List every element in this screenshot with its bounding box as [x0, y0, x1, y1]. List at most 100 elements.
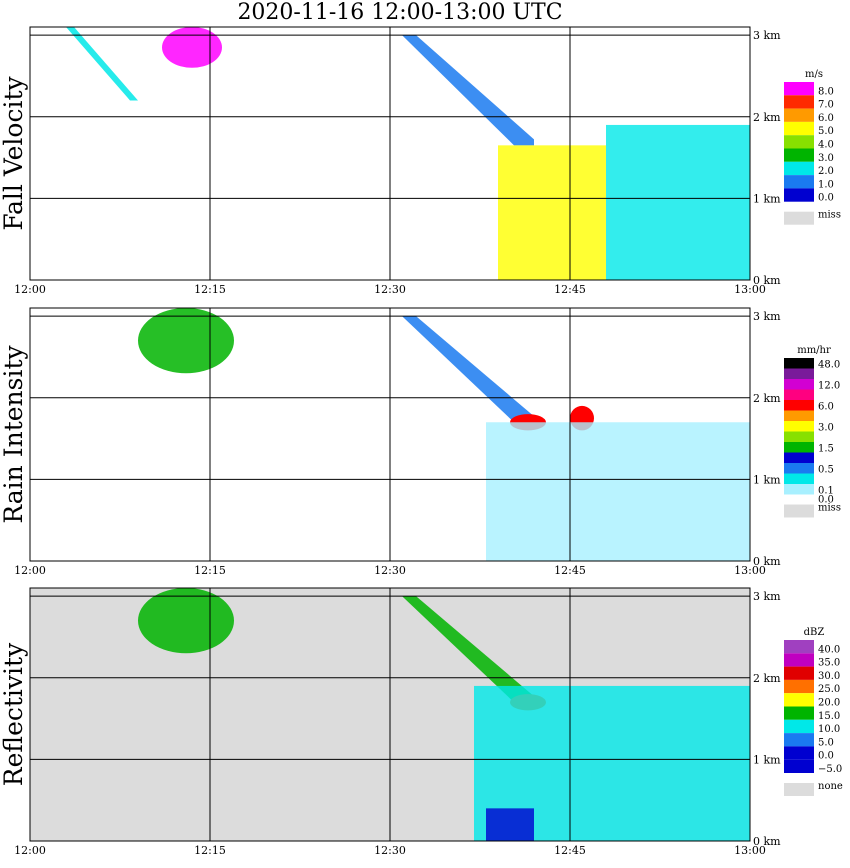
- y-tick-label: 2 km: [753, 672, 781, 685]
- echo-1: [66, 27, 138, 101]
- legend-missing-label: miss: [818, 210, 841, 221]
- legend-level-label: 1.0: [818, 179, 834, 190]
- panel-2: 0 km 1 km 2 km 3 km 12:00 12:15 12:30 12:45 13:0…: [0, 307, 841, 577]
- x-tick-label: 12:45: [554, 564, 586, 577]
- x-tick-label: 13:00: [734, 283, 766, 296]
- legend-swatch: [784, 431, 814, 442]
- legend-level-label: 0.5: [818, 465, 834, 476]
- colorbar-legend: m/s 8.0 7.0 6.0 5.0 4.0 3.0 2.0 1.0 0.0 miss: [784, 69, 841, 225]
- legend-level-label: 35.0: [818, 658, 840, 669]
- legend-swatch: [784, 421, 814, 432]
- legend-swatch: [784, 358, 814, 369]
- legend-swatch: [784, 759, 814, 773]
- panel-1: 0 km 1 km 2 km 3 km 12:00 12:15 12:30 12:45 13:0…: [0, 26, 841, 296]
- legend-level-label: 8.0: [818, 86, 834, 97]
- x-tick-label: 12:15: [194, 283, 226, 296]
- y-tick-label: 2 km: [753, 111, 781, 124]
- echo-2: [162, 27, 222, 68]
- legend-swatch: [784, 653, 814, 667]
- legend-level-label: 6.0: [818, 113, 834, 124]
- legend-swatch: [784, 175, 814, 189]
- y-tick-label: 1 km: [753, 192, 781, 205]
- x-tick-label: 12:45: [554, 844, 586, 857]
- y-tick-label: 1 km: [753, 473, 781, 486]
- legend-swatch: [784, 148, 814, 162]
- legend-swatch: [784, 733, 814, 747]
- legend-swatch: [784, 473, 814, 484]
- legend-level-label: 3.0: [818, 423, 834, 434]
- x-tick-label: 13:00: [734, 564, 766, 577]
- echo-2: [402, 316, 534, 423]
- legend-swatch: [784, 640, 814, 654]
- legend-level-label: 12.0: [818, 381, 840, 392]
- legend-swatch: [784, 188, 814, 202]
- x-tick-label: 12:00: [14, 283, 46, 296]
- echo-1: [138, 308, 234, 374]
- legend-swatch: [784, 693, 814, 707]
- legend-level-label: 3.0: [818, 153, 834, 164]
- echo-5: [606, 124, 750, 280]
- legend-level-label: −5.0: [818, 764, 842, 775]
- legend-swatch: [784, 379, 814, 390]
- legend-swatch: [784, 666, 814, 680]
- legend-level-label: 7.0: [818, 100, 834, 111]
- legend-level-label: 1.5: [818, 444, 834, 455]
- legend-missing-swatch: [784, 211, 814, 225]
- legend-swatch: [784, 121, 814, 136]
- legend-level-label: 6.0: [818, 402, 834, 413]
- y-tick-label: 0 km: [753, 274, 781, 287]
- legend-swatch: [784, 161, 814, 176]
- echo-1: [138, 588, 234, 654]
- y-tick-label: 0 km: [753, 555, 781, 568]
- legend-missing-swatch: [784, 783, 814, 796]
- chart-title: 2020-11-16 12:00-13:00 UTC: [237, 0, 563, 25]
- legend-level-label: 5.0: [818, 126, 834, 137]
- legend-swatch: [784, 368, 814, 379]
- legend-swatch: [784, 442, 814, 453]
- legend-level-label: 40.0: [818, 644, 840, 655]
- panel-ylabel: Rain Intensity: [0, 344, 28, 523]
- legend-level-label: 48.0: [818, 360, 840, 371]
- x-tick-label: 12:00: [14, 844, 46, 857]
- legend-missing-label: none: [818, 781, 843, 792]
- legend-level-label: 20.0: [818, 698, 840, 709]
- y-tick-label: 1 km: [753, 753, 781, 766]
- legend-swatch: [784, 410, 814, 421]
- x-tick-label: 13:00: [734, 844, 766, 857]
- legend-swatch: [784, 108, 814, 122]
- legend-missing-label: miss: [818, 503, 841, 514]
- legend-level-label: 5.0: [818, 737, 834, 748]
- x-tick-label: 12:15: [194, 844, 226, 857]
- panel-ylabel: Reflectivity: [0, 642, 28, 786]
- legend-swatch: [784, 463, 814, 474]
- colorbar-legend: dBZ 40.0 35.0 30.0 25.0 20.0 15.0 10.0 5.0 0.0 −5.…: [784, 627, 843, 796]
- legend-level-label: 0.1: [818, 486, 834, 497]
- legend-level-label: 25.0: [818, 684, 840, 695]
- echo-3: [402, 35, 534, 146]
- echo-5: [486, 808, 534, 841]
- legend-level-label: 0.0: [818, 751, 834, 762]
- legend-swatch: [784, 400, 814, 411]
- panel-ylabel: Fall Velocity: [0, 75, 28, 230]
- legend-swatch: [784, 135, 814, 149]
- panel-3: 0 km 1 km 2 km 3 km 12:00 12:15 12:30 12:45 13:0…: [0, 587, 843, 857]
- legend-swatch: [784, 452, 814, 463]
- x-tick-label: 12:00: [14, 564, 46, 577]
- y-tick-label: 3 km: [753, 29, 781, 42]
- legend-swatch: [784, 679, 814, 694]
- legend-level-label: 2.0: [818, 166, 834, 177]
- echo-5: [486, 422, 750, 561]
- y-tick-label: 2 km: [753, 392, 781, 405]
- legend-swatch: [784, 719, 814, 734]
- legend-zero-label: 0.0: [818, 495, 834, 506]
- legend-swatch: [784, 82, 814, 96]
- legend-unit: dBZ: [804, 627, 825, 638]
- legend-swatch: [784, 95, 814, 109]
- x-tick-label: 12:45: [554, 283, 586, 296]
- legend-swatch: [784, 706, 814, 720]
- legend-level-label: 0.0: [818, 193, 834, 204]
- legend-level-label: 4.0: [818, 140, 834, 151]
- x-tick-label: 12:30: [374, 844, 406, 857]
